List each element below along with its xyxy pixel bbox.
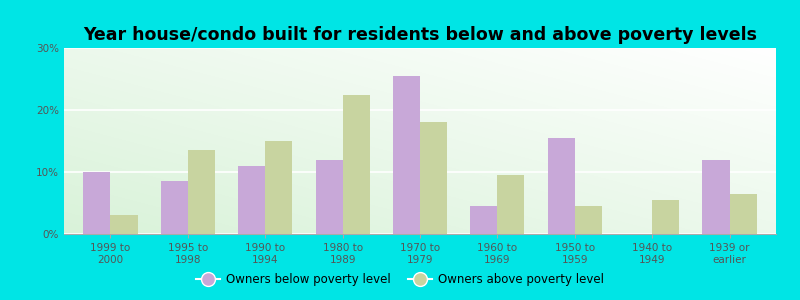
Bar (161, 181, 188, 234)
Bar (315, 160, 342, 234)
Bar (548, 138, 574, 234)
Bar (110, 215, 138, 234)
Title: Year house/condo built for residents below and above poverty levels: Year house/condo built for residents bel… (83, 26, 757, 44)
Bar (266, 141, 292, 234)
Bar (393, 76, 420, 234)
Bar (342, 94, 370, 234)
Bar (83, 172, 110, 234)
Bar (188, 150, 215, 234)
Bar (730, 194, 757, 234)
Bar (574, 206, 602, 234)
Bar (498, 175, 525, 234)
Legend: Owners below poverty level, Owners above poverty level: Owners below poverty level, Owners above… (191, 269, 609, 291)
Bar (420, 122, 447, 234)
Bar (470, 206, 498, 234)
Bar (652, 200, 679, 234)
Bar (238, 166, 266, 234)
Bar (702, 160, 730, 234)
